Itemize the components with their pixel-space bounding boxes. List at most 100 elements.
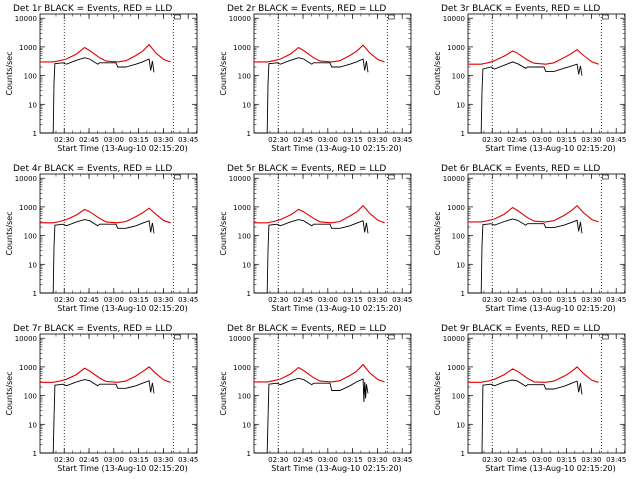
y-tick-label: 1 — [461, 130, 465, 138]
x-tick-label: 03:00 — [532, 296, 552, 304]
x-axis-label: Start Time (13-Aug-10 02:15:20) — [271, 304, 402, 313]
y-axis-label: Counts/sec — [433, 211, 442, 255]
x-tick-label: 02:30 — [482, 296, 502, 304]
series-events-line — [254, 57, 369, 134]
y-tick-label: 1000 — [447, 204, 465, 212]
x-axis-label: Start Time (13-Aug-10 02:15:20) — [57, 304, 188, 313]
y-tick-label: 10000 — [229, 15, 251, 23]
x-tick-label: 03:30 — [581, 456, 601, 464]
x-tick-label: 03:30 — [581, 296, 601, 304]
y-tick-label: 1 — [247, 450, 251, 458]
series-lld-line — [40, 207, 171, 224]
x-axis-label: Start Time (13-Aug-10 02:15:20) — [271, 144, 402, 153]
x-tick-label: 03:15 — [343, 136, 363, 144]
series-events-line — [468, 379, 583, 454]
panel-title: Det 1r BLACK = Events, RED = LLD — [13, 4, 172, 14]
y-tick-label: 100 — [452, 393, 465, 401]
panel-title: Det 6r BLACK = Events, RED = LLD — [441, 164, 600, 174]
y-tick-label: 100 — [24, 233, 37, 241]
y-axis-label: Counts/sec — [433, 371, 442, 415]
y-tick-label: 10000 — [15, 15, 37, 23]
y-tick-label: 1000 — [233, 44, 251, 52]
y-tick-label: 10000 — [229, 175, 251, 183]
x-tick-label: 02:30 — [482, 136, 502, 144]
y-tick-label: 100 — [238, 233, 251, 241]
panel-title: Det 3r BLACK = Events, RED = LLD — [441, 4, 600, 14]
x-tick-label: 03:00 — [318, 456, 338, 464]
panel-title: Det 2r BLACK = Events, RED = LLD — [227, 4, 386, 14]
plot-frame — [253, 333, 412, 454]
series-events-line — [40, 379, 155, 454]
plot-frame — [39, 333, 198, 454]
x-tick-label: 03:00 — [318, 296, 338, 304]
x-tick-label: 03:00 — [318, 136, 338, 144]
y-axis-label: Counts/sec — [433, 51, 442, 95]
y-axis-label: Counts/sec — [219, 371, 228, 415]
series-events-line — [468, 218, 583, 294]
x-tick-label: 02:45 — [507, 296, 527, 304]
y-tick-label: 10 — [456, 101, 465, 109]
y-tick-label: 1 — [247, 290, 251, 298]
series-lld-line — [40, 366, 171, 383]
plot-frame — [467, 13, 626, 134]
x-tick-label: 02:45 — [507, 136, 527, 144]
y-tick-label: 100 — [24, 393, 37, 401]
y-tick-label: 1000 — [447, 364, 465, 372]
y-tick-label: 1 — [33, 130, 37, 138]
top-marker — [174, 174, 181, 180]
y-tick-label: 1 — [461, 450, 465, 458]
y-tick-label: 10 — [28, 261, 37, 269]
top-marker — [602, 14, 609, 20]
x-tick-label: 03:45 — [178, 456, 198, 464]
y-tick-label: 1000 — [233, 204, 251, 212]
panel-det-3: Det 3r BLACK = Events, RED = LLD 1 10 100 10… — [433, 4, 626, 153]
x-tick-label: 03:00 — [104, 136, 124, 144]
x-tick-label: 03:30 — [153, 456, 173, 464]
y-tick-label: 10 — [28, 421, 37, 429]
x-tick-label: 02:45 — [293, 296, 313, 304]
y-tick-label: 10000 — [443, 335, 465, 343]
panel-det-6: Det 6r BLACK = Events, RED = LLD 1 10 100 10… — [433, 164, 626, 313]
top-marker — [602, 334, 609, 340]
y-tick-label: 100 — [238, 73, 251, 81]
x-tick-label: 02:30 — [54, 296, 74, 304]
series-lld-line — [468, 49, 599, 65]
y-tick-label: 100 — [452, 73, 465, 81]
x-tick-label: 02:45 — [79, 136, 99, 144]
panel-det-7: Det 7r BLACK = Events, RED = LLD 1 10 100 10… — [5, 324, 198, 473]
top-marker — [388, 334, 395, 340]
panel-title: Det 4r BLACK = Events, RED = LLD — [13, 164, 172, 174]
series-lld-line — [468, 366, 599, 383]
top-marker — [602, 174, 609, 180]
y-tick-label: 100 — [24, 73, 37, 81]
y-tick-label: 1 — [33, 290, 37, 298]
x-tick-label: 03:45 — [178, 296, 198, 304]
panel-det-5: Det 5r BLACK = Events, RED = LLD 1 10 100 10… — [219, 164, 412, 313]
x-axis-label: Start Time (13-Aug-10 02:15:20) — [271, 464, 402, 473]
x-tick-label: 03:45 — [606, 296, 626, 304]
y-tick-label: 10 — [242, 261, 251, 269]
y-tick-label: 10 — [28, 101, 37, 109]
plot-frame — [39, 173, 198, 294]
top-marker — [174, 334, 181, 340]
x-axis-label: Start Time (13-Aug-10 02:15:20) — [57, 144, 188, 153]
x-tick-label: 03:00 — [104, 296, 124, 304]
series-events-line — [254, 377, 369, 454]
series-lld-line — [254, 204, 385, 224]
x-tick-label: 03:15 — [557, 456, 577, 464]
x-tick-label: 03:30 — [153, 136, 173, 144]
y-tick-label: 1000 — [19, 44, 37, 52]
x-axis-label: Start Time (13-Aug-10 02:15:20) — [485, 144, 616, 153]
y-tick-label: 10 — [456, 421, 465, 429]
x-tick-label: 03:45 — [392, 456, 412, 464]
x-tick-label: 03:45 — [178, 136, 198, 144]
y-tick-label: 1000 — [233, 364, 251, 372]
x-tick-label: 03:00 — [104, 456, 124, 464]
panel-title: Det 9r BLACK = Events, RED = LLD — [441, 324, 600, 334]
panel-det-2: Det 2r BLACK = Events, RED = LLD 1 10 100 10… — [219, 4, 412, 153]
panel-det-1: Det 1r BLACK = Events, RED = LLD 1 10 100 10… — [5, 4, 198, 153]
series-events-line — [468, 61, 583, 134]
y-tick-label: 10000 — [443, 15, 465, 23]
y-tick-label: 1000 — [447, 44, 465, 52]
